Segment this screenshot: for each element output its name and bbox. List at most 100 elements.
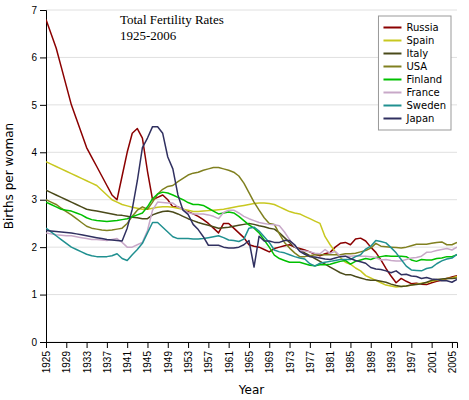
grid-line bbox=[46, 199, 457, 200]
tick-label: 1989 bbox=[366, 351, 377, 374]
title-line: 1925-2006 bbox=[120, 28, 177, 43]
axis-line bbox=[40, 11, 47, 343]
grid-line bbox=[46, 152, 457, 153]
tick-label: 1925 bbox=[41, 351, 52, 374]
tick-mark bbox=[452, 342, 453, 348]
legend: RussiaSpainItalyUSAFinlandFranceSwedenJa… bbox=[378, 16, 451, 130]
tick-mark bbox=[40, 342, 46, 343]
tick-label: 2 bbox=[31, 242, 37, 253]
tick-label: 3 bbox=[31, 194, 37, 205]
x-tick: 1985 bbox=[345, 342, 356, 373]
tick-label: 1941 bbox=[122, 351, 133, 374]
tick-mark bbox=[432, 342, 433, 348]
x-tick: 1945 bbox=[142, 342, 153, 373]
tick-mark bbox=[330, 342, 331, 348]
title: Total Fertility Rates1925-2006 bbox=[120, 12, 224, 43]
tick-label: 4 bbox=[31, 147, 37, 158]
tick-label: 1945 bbox=[142, 351, 153, 374]
tick-mark bbox=[40, 57, 46, 58]
tick-mark bbox=[310, 342, 311, 348]
tick-mark bbox=[188, 342, 189, 348]
legend-swatch bbox=[383, 118, 401, 120]
tick-mark bbox=[40, 200, 46, 201]
series-line bbox=[46, 222, 457, 270]
tick-label: 1969 bbox=[264, 351, 275, 374]
y-tick: 0 bbox=[31, 337, 46, 348]
x-tick: 1929 bbox=[61, 342, 72, 373]
tick-label: 1949 bbox=[163, 351, 174, 374]
y-tick: 1 bbox=[31, 289, 46, 300]
tick-mark bbox=[127, 342, 128, 348]
x-tick: 1965 bbox=[244, 342, 255, 373]
x-tick: 1949 bbox=[163, 342, 174, 373]
legend-label: USA bbox=[406, 61, 427, 72]
tick-mark bbox=[371, 342, 372, 348]
legend-swatch bbox=[383, 105, 401, 107]
tick-mark bbox=[40, 152, 46, 153]
y-tick: 4 bbox=[31, 147, 46, 158]
legend-swatch bbox=[383, 66, 401, 68]
x-axis-title: Year bbox=[238, 383, 264, 397]
x-tick: 1941 bbox=[122, 342, 133, 373]
x-tick: 1989 bbox=[366, 342, 377, 373]
tick-label: 1993 bbox=[386, 351, 397, 374]
tick-label: 6 bbox=[31, 52, 37, 63]
tick-mark bbox=[229, 342, 230, 348]
tick-mark bbox=[249, 342, 250, 348]
tick-label: 0 bbox=[31, 337, 37, 348]
y-tick: 6 bbox=[31, 52, 46, 63]
axis-line bbox=[47, 343, 458, 349]
x-tick: 1977 bbox=[305, 342, 316, 373]
x-tick: 2005 bbox=[447, 342, 458, 373]
tick-label: 5 bbox=[31, 100, 37, 111]
x-tick: 1953 bbox=[183, 342, 194, 373]
y-axis: 0 1 2 3 4 5 6 7 bbox=[31, 5, 46, 348]
y-tick: 2 bbox=[31, 242, 46, 253]
x-tick: 1973 bbox=[285, 342, 296, 373]
y-tick: 7 bbox=[31, 5, 46, 16]
legend-label: Russia bbox=[406, 22, 438, 33]
tick-mark bbox=[269, 342, 270, 348]
tick-label: 2001 bbox=[427, 351, 438, 374]
chart: 1925192919331937194119451949195319571961… bbox=[0, 0, 469, 400]
tick-mark bbox=[40, 295, 46, 296]
tick-label: 1985 bbox=[345, 351, 356, 374]
x-tick: 1981 bbox=[325, 342, 336, 373]
tick-label: 2005 bbox=[447, 351, 458, 374]
tick-label: 1977 bbox=[305, 351, 316, 374]
y-axis-title: Births per woman bbox=[2, 123, 16, 229]
tick-label: 1965 bbox=[244, 351, 255, 374]
legend-label: Sweden bbox=[406, 100, 446, 111]
legend-swatch bbox=[383, 53, 401, 55]
legend-label: Japan bbox=[405, 113, 434, 124]
tick-label: 1997 bbox=[406, 351, 417, 374]
legend-box bbox=[378, 16, 451, 130]
tick-mark bbox=[40, 247, 46, 248]
tick-label: 1953 bbox=[183, 351, 194, 374]
tick-label: 7 bbox=[31, 5, 37, 16]
tick-label: 1981 bbox=[325, 351, 336, 374]
series-line bbox=[46, 162, 457, 287]
tick-mark bbox=[40, 105, 46, 106]
series-line bbox=[46, 190, 457, 286]
series-line bbox=[46, 167, 457, 256]
legend-label: Finland bbox=[406, 74, 442, 85]
tick-mark bbox=[147, 342, 148, 348]
grid-line bbox=[46, 104, 457, 105]
tick-label: 1973 bbox=[285, 351, 296, 374]
tick-label: 1957 bbox=[203, 351, 214, 374]
tick-label: 1929 bbox=[61, 351, 72, 374]
tick-label: 1937 bbox=[102, 351, 113, 374]
x-tick: 1993 bbox=[386, 342, 397, 373]
tick-mark bbox=[350, 342, 351, 348]
x-axis: 1925192919331937194119451949195319571961… bbox=[41, 342, 458, 373]
tick-mark bbox=[168, 342, 169, 348]
legend-swatch bbox=[383, 92, 401, 94]
tick-mark bbox=[411, 342, 412, 348]
x-tick: 1969 bbox=[264, 342, 275, 373]
grid-line bbox=[46, 10, 457, 11]
title-line: Total Fertility Rates bbox=[120, 12, 224, 27]
legend-label: Spain bbox=[406, 35, 434, 46]
y-tick: 3 bbox=[31, 194, 46, 205]
tick-mark bbox=[87, 342, 88, 348]
